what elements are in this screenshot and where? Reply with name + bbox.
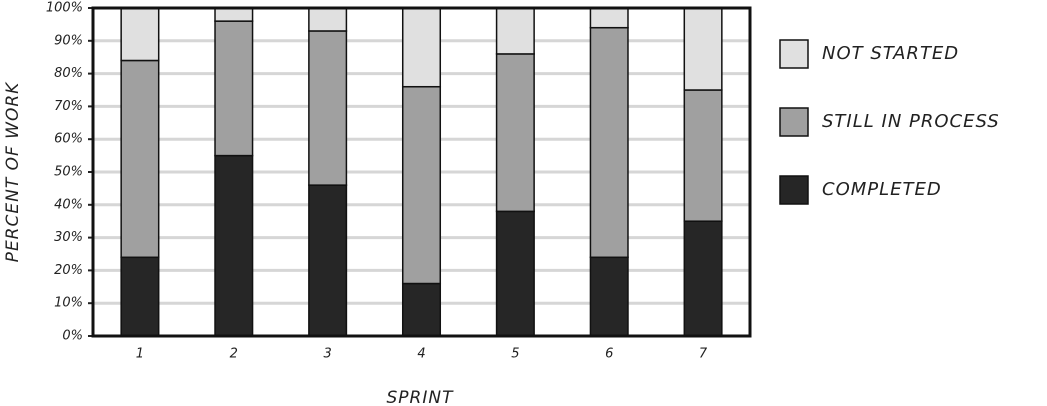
y-tick-label: 0% — [62, 329, 83, 344]
bar-segment — [214, 154, 254, 337]
bar-segment — [308, 7, 348, 32]
bar-segment — [120, 256, 160, 337]
bar-segment — [683, 89, 723, 222]
y-tick-label: 10% — [54, 296, 83, 311]
x-tick-label: 4 — [417, 347, 425, 362]
legend-swatch — [779, 39, 809, 69]
bar-segment — [401, 85, 442, 285]
legend-label: STILL IN PROCESS — [822, 111, 1000, 132]
bar-segment — [495, 210, 535, 337]
y-tick-label: 30% — [54, 230, 83, 245]
bar-segment — [120, 7, 160, 62]
bar-segment — [120, 59, 160, 259]
bar-segment — [214, 7, 254, 22]
legend-label: COMPLETED — [822, 179, 942, 200]
y-tick-label: 20% — [54, 263, 83, 278]
bar-segment — [401, 7, 442, 88]
bar-segment — [683, 220, 723, 337]
y-tick-label: 70% — [54, 99, 83, 114]
y-tick-label: 60% — [54, 132, 83, 147]
bar-segment — [589, 256, 629, 337]
x-tick-label: 1 — [136, 347, 144, 362]
legend-swatch — [779, 107, 809, 137]
legend-swatch — [779, 175, 809, 205]
x-tick-label: 2 — [230, 347, 238, 362]
x-tick-label: 7 — [699, 347, 708, 362]
y-tick-label: 80% — [54, 66, 83, 81]
y-tick-label: 100% — [46, 1, 83, 16]
bar-segment — [589, 7, 629, 29]
bar-segment — [308, 30, 348, 186]
y-tick-label: 40% — [54, 197, 83, 212]
y-tick-label: 50% — [54, 165, 83, 180]
x-tick-label: 6 — [605, 347, 613, 362]
y-axis-label: PERCENT OF WORK — [3, 81, 23, 262]
bar-segment — [683, 7, 723, 91]
bar-segment — [589, 26, 629, 259]
plot-frame — [91, 6, 752, 338]
x-tick-label: 3 — [324, 347, 332, 362]
bar-segment — [401, 282, 442, 337]
x-tick-label: 5 — [511, 347, 519, 362]
x-axis-label: SPRINT — [387, 388, 455, 406]
bar-segment — [495, 53, 535, 213]
legend-label: NOT STARTED — [822, 43, 959, 64]
y-tick-label: 90% — [54, 33, 83, 48]
bar-segment — [495, 7, 535, 55]
bar-segment — [214, 20, 254, 157]
bar-segment — [308, 184, 348, 337]
